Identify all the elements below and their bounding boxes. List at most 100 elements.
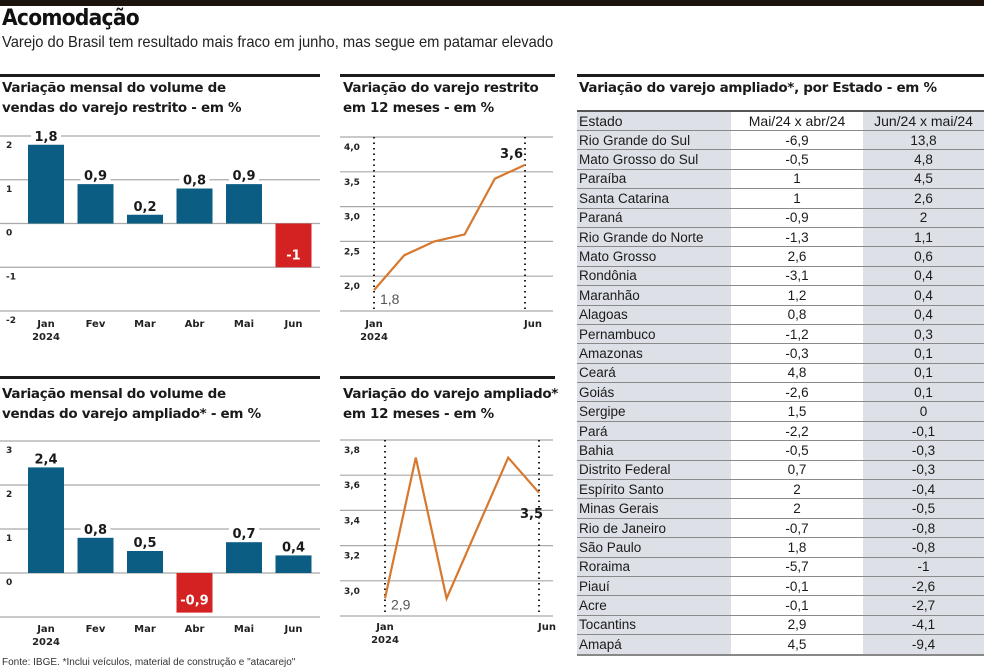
state-name-cell: Pará — [577, 420, 731, 441]
table-row: São Paulo 1,8 -0,8 — [577, 537, 984, 558]
panel-rule — [0, 74, 320, 77]
mai-abr-cell: -0,1 — [731, 575, 863, 596]
table-row: Sergipe 1,5 0 — [577, 401, 984, 422]
table-row: Espírito Santo 2 -0,4 — [577, 479, 984, 499]
y-tick-label: 2 — [6, 141, 12, 151]
y-tick-label: 0 — [6, 578, 12, 588]
y-tick-label: 2 — [6, 490, 12, 500]
mai-abr-cell: -1,2 — [731, 323, 863, 344]
table-row: Roraima -5,7 -1 — [577, 556, 984, 577]
bar-abr — [176, 573, 213, 613]
table-row: Tocantins 2,9 -4,1 — [577, 614, 984, 635]
jun-mai-cell: 0,1 — [863, 382, 984, 402]
x-year-label: 2024 — [32, 637, 60, 648]
data-label-bg — [179, 171, 210, 187]
state-name-cell: Espírito Santo — [577, 479, 731, 499]
state-name-cell: Rio de Janeiro — [577, 517, 731, 538]
mai-abr-cell: 2 — [731, 498, 863, 519]
state-name-cell: Paraná — [577, 207, 731, 228]
mai-abr-cell: 1 — [731, 168, 863, 189]
table-row: Mato Grosso 2,6 0,6 — [577, 246, 984, 267]
table-row: Maranhão 1,2 0,4 — [577, 285, 984, 306]
jun-mai-cell: 2 — [863, 207, 984, 228]
data-label-bg — [80, 167, 111, 183]
states-table: Estado Mai/24 x abr/24 Jun/24 x mai/24 R… — [577, 110, 984, 656]
jun-mai-cell: -0,4 — [863, 479, 984, 499]
bar-abr — [176, 188, 213, 224]
mai-abr-cell: 2,9 — [731, 614, 863, 635]
mai-abr-cell: -2,6 — [731, 382, 863, 402]
mai-abr-cell: -1,3 — [731, 226, 863, 247]
jun-mai-cell: 0,3 — [863, 323, 984, 344]
series-line — [383, 455, 540, 602]
jun-mai-cell: 0 — [863, 401, 984, 422]
table-row: Santa Catarina 1 2,6 — [577, 188, 984, 209]
start-value-label: 1,8 — [380, 291, 400, 307]
chart-title-restrito-mensal: Variação mensal do volume de vendas do v… — [2, 78, 242, 118]
x-year-label: 2024 — [371, 635, 399, 646]
jun-mai-cell: 4,8 — [863, 149, 984, 170]
mai-abr-cell: 0,8 — [731, 304, 863, 325]
x-tick-label: Mar — [134, 624, 156, 635]
top-bar — [0, 0, 984, 6]
y-tick-label: 2,0 — [344, 282, 360, 292]
bar-jun — [275, 555, 312, 573]
table-row: Amapá 4,5 -9,4 — [577, 634, 984, 656]
state-name-cell: Piauí — [577, 575, 731, 596]
chart-title-ampliado-12m: Variação do varejo ampliado* em 12 meses… — [343, 384, 558, 424]
column-header-jun-mai: Jun/24 x mai/24 — [863, 110, 984, 131]
page-subtitle: Varejo do Brasil tem resultado mais frac… — [2, 34, 554, 51]
state-name-cell: Rio Grande do Norte — [577, 226, 731, 247]
chart-title-line: vendas do varejo restrito - em % — [2, 100, 242, 116]
data-label: 1,8 — [34, 130, 57, 145]
series-line — [373, 163, 526, 291]
table-row: Rio Grande do Sul -6,9 13,8 — [577, 129, 984, 150]
state-name-cell: Goiás — [577, 382, 731, 402]
panel-rule — [577, 74, 984, 77]
y-tick-label: 3,8 — [344, 446, 360, 456]
table-row: Rondônia -3,1 0,4 — [577, 265, 984, 286]
y-tick-label: 1 — [6, 185, 12, 195]
mai-abr-cell: 1,8 — [731, 537, 863, 558]
bar-mar — [127, 214, 163, 224]
end-value-label: 3,6 — [500, 147, 523, 162]
state-name-cell: Sergipe — [577, 401, 731, 422]
data-label-bg — [130, 534, 160, 549]
state-name-cell: Alagoas — [577, 304, 731, 325]
x-tick-label: Fev — [86, 319, 106, 330]
jun-mai-cell: 4,5 — [863, 168, 984, 189]
y-tick-label: -2 — [6, 316, 16, 326]
jun-mai-cell: -0,5 — [863, 498, 984, 519]
data-label-bg — [130, 197, 160, 213]
chart-title-line: Variação do varejo restrito — [343, 80, 539, 96]
table-row: Piauí -0,1 -2,6 — [577, 575, 984, 596]
data-label: 0,9 — [232, 169, 255, 184]
mai-abr-cell: 1,2 — [731, 285, 863, 306]
mai-abr-cell: 4,5 — [731, 634, 863, 656]
mai-abr-cell: -0,1 — [731, 595, 863, 616]
jun-mai-cell: 0,1 — [863, 362, 984, 383]
mai-abr-cell: -5,7 — [731, 556, 863, 577]
state-name-cell: Rio Grande do Sul — [577, 129, 731, 150]
state-name-cell: Minas Gerais — [577, 498, 731, 519]
chart-title-line: Variação do varejo ampliado* — [343, 386, 559, 402]
table-row: Pará -2,2 -0,1 — [577, 420, 984, 441]
state-name-cell: Roraima — [577, 556, 731, 577]
data-label-bg — [31, 450, 61, 466]
mai-abr-cell: -0,7 — [731, 517, 863, 538]
state-name-cell: Rondônia — [577, 265, 731, 286]
column-header-estado: Estado — [577, 110, 731, 131]
chart-title-ampliado-mensal: Variação mensal do volume de vendas do v… — [2, 384, 261, 424]
jun-mai-cell: 0,4 — [863, 265, 984, 286]
state-name-cell: Tocantins — [577, 614, 731, 635]
table-row: Ceará 4,8 0,1 — [577, 362, 984, 383]
data-label: -1 — [286, 248, 300, 263]
mai-abr-cell: -6,9 — [731, 129, 863, 150]
chart-title-line: vendas do varejo ampliado* - em % — [2, 406, 261, 422]
data-label-bg — [229, 167, 259, 183]
mai-abr-cell: 1 — [731, 188, 863, 209]
chart-title-line: em 12 meses - em % — [343, 100, 494, 116]
y-tick-label: 3 — [6, 446, 12, 456]
data-label: 0,8 — [84, 523, 107, 538]
